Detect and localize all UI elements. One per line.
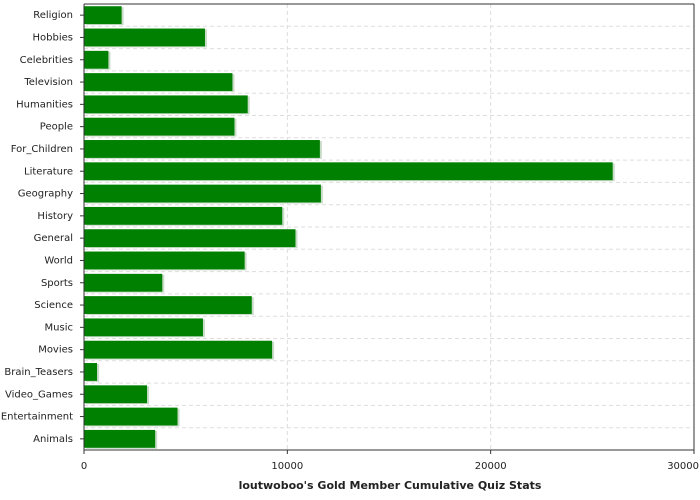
y-tick-label: World: [44, 255, 73, 266]
y-tick-label: Geography: [18, 189, 73, 200]
y-tick-label: Television: [23, 77, 73, 88]
bar: [84, 117, 235, 136]
y-tick-label: Science: [34, 300, 73, 311]
y-tick-label: Sports: [41, 278, 73, 289]
y-tick-label: For_Children: [11, 144, 73, 155]
bar: [84, 184, 321, 203]
y-tick-label: Video_Games: [5, 389, 73, 400]
bar: [84, 385, 148, 404]
bar: [84, 162, 613, 181]
bar: [84, 429, 156, 448]
chart-title: loutwoboo's Gold Member Cumulative Quiz …: [239, 479, 542, 492]
bar: [84, 206, 283, 225]
y-tick-label: Humanities: [16, 99, 73, 110]
y-tick-label: People: [40, 122, 73, 133]
bar: [84, 363, 98, 381]
x-tick-label: 0: [81, 461, 87, 472]
y-tick-label: Literature: [24, 166, 73, 177]
y-tick-label: History: [37, 211, 73, 222]
bar: [84, 296, 252, 314]
y-tick-label: Hobbies: [33, 32, 73, 43]
x-tick-label: 10000: [271, 461, 303, 472]
y-tick-label: General: [34, 233, 73, 244]
bar: [84, 229, 296, 248]
bar: [84, 6, 122, 25]
bar: [84, 73, 233, 91]
y-tick-label: Entertainment: [1, 412, 73, 423]
y-tick-label: Religion: [33, 10, 73, 21]
y-tick-label: Brain_Teasers: [4, 367, 73, 378]
bar: [84, 95, 248, 114]
bar: [84, 50, 109, 69]
y-tick-label: Music: [45, 322, 73, 333]
bar: [84, 251, 245, 270]
bar: [84, 407, 178, 426]
bar: [84, 340, 273, 359]
y-tick-label: Movies: [38, 345, 73, 356]
bar: [84, 318, 203, 337]
bar: [84, 273, 163, 292]
bar: [84, 28, 205, 47]
y-tick-label: Animals: [33, 434, 73, 445]
y-tick-label: Celebrities: [20, 55, 73, 66]
x-tick-label: 30000: [667, 461, 699, 472]
x-tick-label: 20000: [475, 461, 507, 472]
bar: [84, 140, 320, 158]
